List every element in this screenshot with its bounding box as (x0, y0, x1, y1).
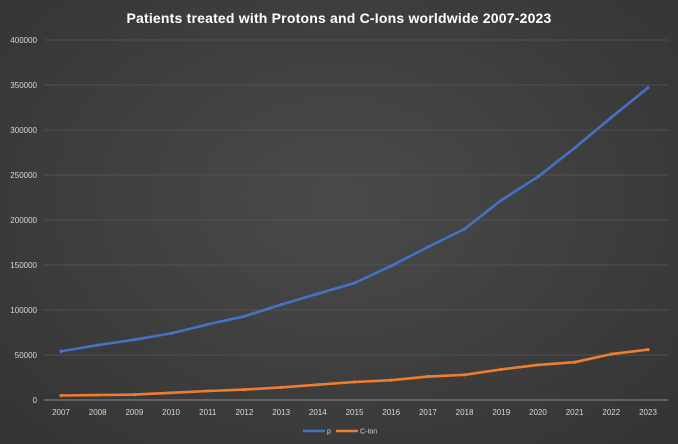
x-tick-label: 2022 (602, 408, 620, 417)
x-tick-label: 2016 (382, 408, 400, 417)
y-tick-label: 150000 (10, 261, 37, 270)
data-point (206, 322, 210, 326)
x-tick-label: 2017 (419, 408, 437, 417)
data-point (59, 349, 63, 353)
y-tick-label: 300000 (10, 126, 37, 135)
y-tick-label: 350000 (10, 81, 37, 90)
y-axis-ticks: 0 50000 100000 150000 200000 250000 300000 3500… (10, 36, 37, 405)
x-tick-label: 2007 (52, 408, 70, 417)
data-point (573, 360, 577, 364)
x-tick-label: 2021 (566, 408, 584, 417)
data-point (646, 348, 650, 352)
x-tick-label: 2010 (162, 408, 180, 417)
y-tick-label: 0 (33, 396, 38, 405)
data-point (352, 380, 357, 384)
data-point (279, 303, 283, 307)
data-point (352, 281, 357, 285)
series-line-c-ions (59, 348, 650, 397)
x-tick-label: 2013 (272, 408, 290, 417)
data-point (646, 86, 650, 90)
y-tick-label: 250000 (10, 171, 37, 180)
data-point (499, 198, 503, 202)
data-point (462, 227, 467, 231)
data-point (462, 373, 467, 377)
y-tick-label: 50000 (15, 351, 38, 360)
x-tick-label: 2008 (89, 408, 107, 417)
data-point (609, 115, 613, 119)
data-point (242, 388, 247, 392)
x-axis-ticks: 2007 2008 2009 2010 2011 2012 2013 2014 2015 2016… (52, 408, 657, 417)
series-lines (59, 86, 650, 398)
legend-label: C-Ion (360, 429, 377, 436)
data-point (279, 385, 283, 389)
data-point (132, 393, 136, 397)
data-point (609, 352, 613, 356)
data-point (426, 245, 430, 249)
data-point (169, 331, 173, 335)
data-point (573, 146, 577, 150)
data-point (96, 343, 100, 347)
data-point (389, 264, 393, 268)
data-point (59, 393, 63, 398)
legend: p C-Ion (303, 429, 377, 436)
legend-label: p (327, 429, 331, 436)
data-point (169, 391, 173, 395)
data-point (536, 175, 540, 179)
data-point (206, 389, 210, 393)
x-tick-label: 2012 (236, 408, 254, 417)
y-tick-label: 200000 (10, 216, 37, 225)
x-tick-label: 2019 (492, 408, 510, 417)
data-point (96, 393, 100, 397)
data-point (536, 363, 540, 367)
series-line-protons (59, 86, 650, 353)
x-tick-label: 2014 (309, 408, 327, 417)
y-tick-label: 400000 (10, 36, 37, 45)
data-point (242, 314, 247, 318)
x-tick-label: 2020 (529, 408, 547, 417)
data-point (132, 338, 136, 342)
data-point (316, 383, 320, 387)
x-tick-label: 2018 (456, 408, 474, 417)
data-point (499, 367, 503, 371)
data-point (316, 292, 320, 296)
data-point (426, 375, 430, 379)
chart-title: Patients treated with Protons and C-Ions… (126, 10, 551, 26)
grid-lines (44, 39, 668, 401)
x-tick-label: 2015 (346, 408, 364, 417)
y-tick-label: 100000 (10, 306, 37, 315)
x-tick-label: 2011 (199, 408, 217, 417)
x-tick-label: 2023 (639, 408, 657, 417)
data-point (389, 378, 393, 382)
x-tick-label: 2009 (125, 408, 143, 417)
